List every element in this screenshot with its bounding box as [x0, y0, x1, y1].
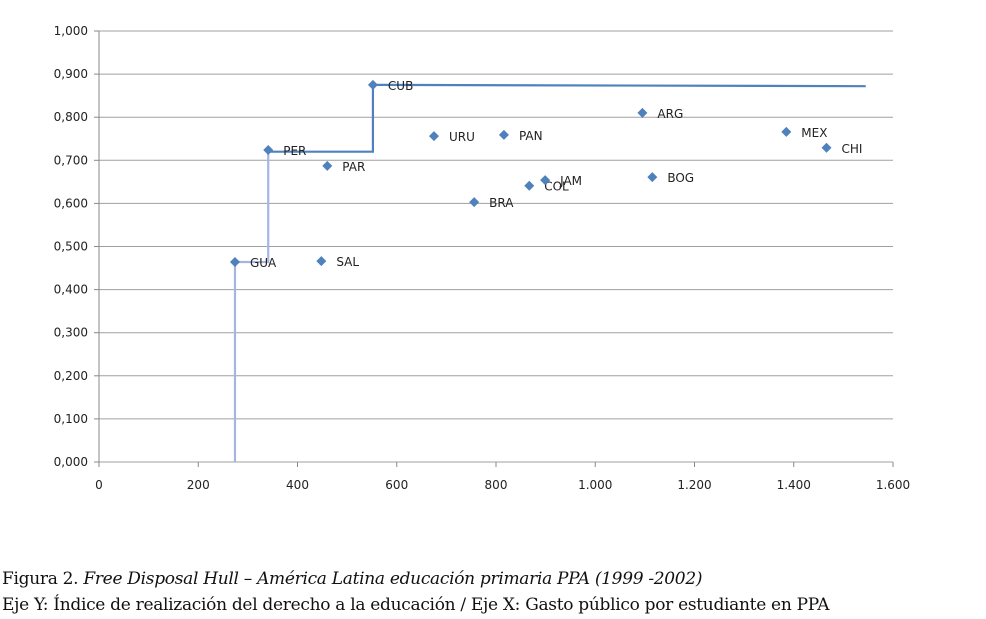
- x-tick-label: 1.600: [876, 478, 910, 492]
- data-label-per: PER: [283, 144, 306, 158]
- data-label-pan: PAN: [519, 129, 543, 143]
- figure-caption-axes: Eje Y: Índice de realización del derecho…: [2, 595, 830, 615]
- x-tick-label: 800: [485, 478, 508, 492]
- figure-caption-title: Figura 2. Free Disposal Hull – América L…: [2, 569, 702, 589]
- y-tick-label: 0,400: [54, 283, 88, 297]
- data-label-jam: JAM: [559, 174, 582, 188]
- caption-title: Free Disposal Hull – América Latina educ…: [83, 569, 703, 589]
- y-tick-label: 0,500: [54, 240, 88, 254]
- data-label-col: COL: [544, 180, 569, 194]
- data-point-gua: [229, 257, 240, 268]
- data-point-bra: [469, 197, 480, 208]
- x-tick-label: 600: [385, 478, 408, 492]
- data-point-arg: [637, 107, 648, 118]
- data-label-bra: BRA: [489, 196, 514, 210]
- data-point-chi: [821, 142, 832, 153]
- data-label-sal: SAL: [336, 255, 359, 269]
- data-label-arg: ARG: [657, 107, 683, 121]
- y-tick-label: 0,000: [54, 455, 88, 469]
- x-tick-label: 0: [95, 478, 103, 492]
- data-point-bog: [647, 172, 658, 183]
- y-tick-label: 0,200: [54, 369, 88, 383]
- data-point-pan: [498, 129, 509, 140]
- y-tick-label: 1,000: [54, 24, 88, 38]
- data-label-par: PAR: [342, 160, 365, 174]
- y-tick-label: 0,100: [54, 412, 88, 426]
- data-point-sal: [316, 256, 327, 267]
- data-label-bog: BOG: [667, 171, 694, 185]
- data-point-mex: [781, 126, 792, 137]
- x-tick-label: 1.000: [578, 478, 612, 492]
- y-tick-label: 0,900: [54, 67, 88, 81]
- x-tick-label: 400: [286, 478, 309, 492]
- x-tick-label: 1.400: [777, 478, 811, 492]
- frontier-line: [233, 149, 270, 462]
- data-point-col: [524, 180, 535, 191]
- data-point-uru: [428, 131, 439, 142]
- data-point-cub: [367, 79, 378, 90]
- y-tick-label: 0,700: [54, 153, 88, 167]
- y-tick-label: 0,800: [54, 110, 88, 124]
- data-label-cub: CUB: [388, 79, 413, 93]
- x-tick-label: 200: [187, 478, 210, 492]
- data-label-mex: MEX: [801, 126, 827, 140]
- data-point-par: [322, 160, 333, 171]
- y-tick-label: 0,600: [54, 196, 88, 210]
- data-point-jam: [540, 175, 551, 186]
- x-tick-label: 1.200: [677, 478, 711, 492]
- data-label-gua: GUA: [250, 256, 277, 270]
- data-label-uru: URU: [449, 130, 475, 144]
- data-label-chi: CHI: [842, 142, 863, 156]
- data-point-per: [263, 144, 274, 155]
- frontier-line: [268, 83, 866, 153]
- y-tick-label: 0,300: [54, 326, 88, 340]
- caption-prefix: Figura 2.: [2, 569, 84, 589]
